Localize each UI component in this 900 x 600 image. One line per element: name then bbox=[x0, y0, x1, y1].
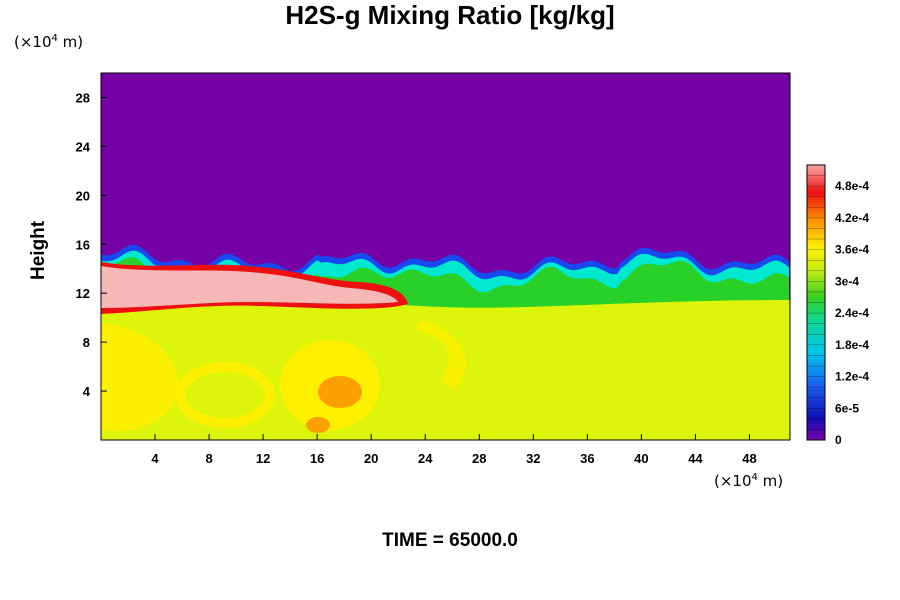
x-tick-label: 8 bbox=[205, 451, 212, 466]
y-tick-label: 20 bbox=[76, 188, 90, 203]
y-tick-label: 4 bbox=[83, 384, 91, 399]
colorbar-labels: 0 6e-5 1.2e-4 1.8e-4 2.4e-4 3e-4 3.6e-4 4.2e-4 4… bbox=[835, 179, 869, 447]
colorbar-label: 6e-5 bbox=[835, 401, 859, 415]
eddy-ring bbox=[175, 362, 275, 428]
colorbar-label: 1.8e-4 bbox=[835, 338, 869, 352]
x-tick-label: 40 bbox=[634, 451, 648, 466]
lower-region bbox=[101, 300, 790, 440]
y-unit-label: (×104 m) bbox=[14, 33, 84, 51]
x-tick-label: 44 bbox=[688, 451, 703, 466]
colorbar-label: 3e-4 bbox=[835, 274, 859, 288]
mixing-ratio-field bbox=[101, 73, 790, 440]
y-tick-label: 24 bbox=[76, 139, 91, 154]
y-tick-label: 12 bbox=[76, 286, 90, 301]
plot-frame bbox=[100, 72, 791, 441]
colorbar-levels bbox=[807, 175, 825, 430]
x-tick-label: 16 bbox=[310, 451, 324, 466]
x-unit-label: (×104 m) bbox=[714, 472, 784, 490]
colorbar-label: 4.2e-4 bbox=[835, 211, 869, 225]
y-tick-label: 16 bbox=[76, 237, 90, 252]
x-tick-label: 24 bbox=[418, 451, 433, 466]
max-band bbox=[101, 266, 398, 308]
x-tick-label: 36 bbox=[580, 451, 594, 466]
x-tick-label: 20 bbox=[364, 451, 378, 466]
x-tick-label: 12 bbox=[256, 451, 270, 466]
colorbar-label: 0 bbox=[835, 433, 842, 447]
eddy-left bbox=[101, 322, 179, 432]
x-tick-label: 28 bbox=[472, 451, 486, 466]
x-axis-ticks: 4 8 12 16 20 24 28 32 36 40 44 48 bbox=[151, 434, 757, 466]
y-tick-label: 8 bbox=[83, 335, 90, 350]
x-tick-label: 48 bbox=[742, 451, 756, 466]
eddy-spot bbox=[306, 417, 330, 433]
y-tick-label: 28 bbox=[76, 90, 90, 105]
colorbar-label: 2.4e-4 bbox=[835, 306, 869, 320]
time-label: TIME = 65000.0 bbox=[382, 530, 518, 551]
chart-title: H2S-g Mixing Ratio [kg/kg] bbox=[285, 0, 615, 30]
eddy-right bbox=[415, 320, 467, 390]
y-axis-ticks: 4 8 12 16 20 24 28 bbox=[76, 90, 107, 399]
colorbar-label: 1.2e-4 bbox=[835, 370, 869, 384]
eddy-core bbox=[318, 376, 362, 408]
colorbar-label: 4.8e-4 bbox=[835, 179, 869, 193]
colorbar-label: 3.6e-4 bbox=[835, 243, 869, 257]
x-tick-label: 4 bbox=[151, 451, 159, 466]
x-tick-label: 32 bbox=[526, 451, 540, 466]
